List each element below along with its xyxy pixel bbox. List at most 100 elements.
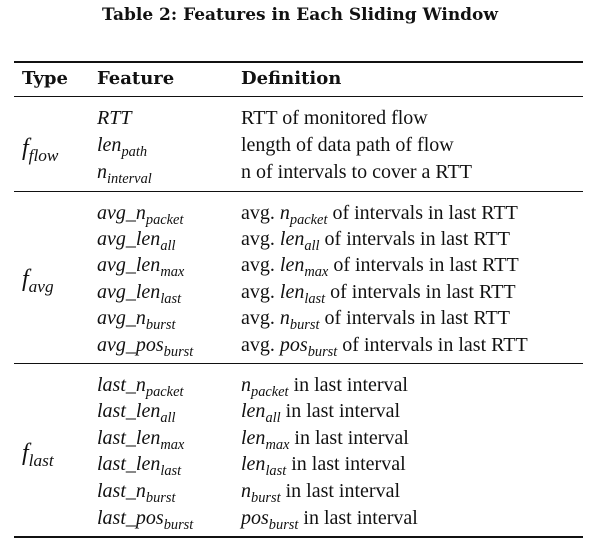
feature-name: avg_npacket	[97, 202, 183, 227]
definition-cell: avg. lenmax of intervals in last RTT	[241, 254, 519, 279]
definition-text: in last interval	[286, 453, 406, 475]
feature-name-subscript: max	[160, 437, 185, 454]
definition-text: of intervals in last RTT	[319, 228, 510, 250]
definition-text: avg.	[241, 202, 280, 224]
definition-text: RTT of monitored flow	[241, 107, 428, 129]
feature-name-base: avg_pos	[97, 334, 164, 356]
definition-text: of intervals in last RTT	[325, 281, 516, 303]
feature-cell: last_lenmax	[97, 427, 184, 452]
feature-name-subscript: interval	[107, 171, 152, 188]
type-label-subscript: last	[28, 451, 54, 471]
type-label-avg: favg	[22, 267, 54, 295]
feature-name-subscript: all	[160, 410, 176, 427]
definition-math-subscript: burst	[251, 490, 281, 507]
definition-cell: avg. npacket of intervals in last RTT	[241, 202, 518, 227]
type-label-subscript: avg	[28, 277, 54, 297]
type-label-flow: fflow	[22, 136, 58, 164]
definition-math-base: n	[279, 307, 290, 329]
feature-cell: last_lenall	[97, 400, 176, 425]
definition-text: of intervals in last RTT	[327, 202, 518, 224]
definition-cell: posburst in last interval	[241, 507, 418, 532]
definition-math-base: len	[241, 400, 266, 422]
feature-name: last_lenlast	[97, 453, 181, 478]
feature-name-base: avg_n	[97, 202, 146, 224]
feature-name: avg_lenlast	[97, 281, 181, 306]
definition-math-subscript: burst	[289, 317, 320, 334]
definition-text: in last interval	[289, 427, 409, 449]
feature-cell: avg_lenmax	[97, 254, 184, 279]
definition-text: of intervals in last RTT	[328, 254, 519, 276]
header-definition: Definition	[241, 68, 342, 89]
feature-name-base: last_n	[97, 374, 146, 396]
feature-cell: avg_npacket	[97, 202, 183, 227]
feature-name: avg_lenall	[97, 228, 176, 253]
bottom-rule	[14, 536, 583, 538]
feature-name: last_nburst	[97, 480, 176, 505]
feature-name-subscript: packet	[145, 212, 184, 229]
feature-name-base: avg_len	[97, 254, 161, 276]
definition-math-base: n	[279, 202, 290, 224]
feature-name-subscript: all	[160, 238, 176, 255]
group-rule-2	[14, 363, 583, 364]
definition-math: lenall	[241, 400, 281, 425]
feature-cell: avg_lenall	[97, 228, 176, 253]
feature-name-subscript: burst	[145, 490, 176, 507]
definition-cell: RTT of monitored flow	[241, 108, 428, 128]
feature-name: last_posburst	[97, 507, 193, 532]
definition-math: nburst	[279, 307, 320, 332]
feature-name: RTT	[97, 107, 131, 129]
feature-cell: avg_nburst	[97, 307, 175, 332]
feature-name-subscript: burst	[145, 317, 176, 334]
table-caption: Table 2: Features in Each Sliding Window	[101, 5, 499, 25]
definition-text: in last interval	[280, 480, 401, 502]
definition-math-subscript: packet	[289, 212, 328, 229]
feature-name-base: last_len	[97, 453, 161, 475]
feature-name: last_lenmax	[97, 427, 184, 452]
feature-name-base: last_len	[97, 427, 161, 449]
definition-text: avg.	[241, 254, 280, 276]
feature-name-base: avg_len	[97, 228, 161, 250]
definition-math: posburst	[241, 507, 298, 532]
definition-math: posburst	[279, 334, 337, 359]
feature-name: last_lenall	[97, 400, 176, 425]
definition-math-base: pos	[279, 334, 308, 356]
feature-cell: last_npacket	[97, 374, 183, 399]
feature-name-subscript: path	[121, 144, 148, 161]
definition-math: lenmax	[241, 427, 289, 452]
feature-cell: avg_posburst	[97, 334, 193, 359]
header-feature: Feature	[97, 68, 175, 89]
definition-text: length of data path of flow	[241, 134, 454, 156]
feature-name-base: last_pos	[97, 507, 164, 529]
feature-name-subscript: last	[160, 463, 182, 480]
feature-name-subscript: last	[160, 291, 182, 308]
feature-cell: last_nburst	[97, 480, 176, 505]
definition-cell: nburst in last interval	[241, 480, 401, 505]
definition-math-base: len	[241, 427, 266, 449]
feature-name: avg_lenmax	[97, 254, 184, 279]
feature-name-subscript: max	[160, 264, 185, 281]
definition-math-base: n	[241, 374, 251, 396]
feature-cell: last_lenlast	[97, 453, 181, 478]
definition-cell: lenall in last interval	[241, 400, 400, 425]
definition-math-base: len	[241, 453, 266, 475]
feature-name: lenpath	[97, 134, 147, 159]
definition-math-subscript: all	[265, 410, 281, 427]
definition-math: lenmax	[280, 254, 328, 279]
feature-name-base: avg_len	[97, 281, 161, 303]
feature-name: avg_nburst	[97, 307, 175, 332]
definition-math-base: n	[241, 480, 251, 502]
definition-cell: lenlast in last interval	[241, 453, 406, 478]
definition-text: of intervals in last RTT	[319, 307, 510, 329]
definition-text: avg.	[241, 307, 280, 329]
definition-text: avg.	[241, 334, 280, 356]
feature-cell: ninterval	[97, 161, 152, 186]
feature-name: ninterval	[97, 161, 152, 186]
definition-cell: npacket in last interval	[241, 374, 408, 399]
definition-cell: avg. lenlast of intervals in last RTT	[241, 281, 516, 306]
definition-text: n of intervals to cover a RTT	[241, 161, 472, 183]
type-label-subscript: flow	[28, 146, 59, 166]
definition-cell: avg. lenall of intervals in last RTT	[241, 228, 510, 253]
feature-name-base: len	[97, 134, 122, 156]
feature-name-base: avg_n	[97, 307, 146, 329]
group-rule-1	[14, 191, 583, 192]
